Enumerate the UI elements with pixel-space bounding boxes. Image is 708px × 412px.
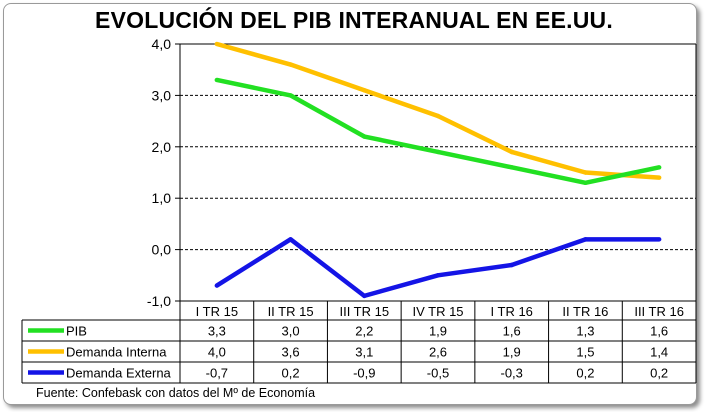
- data-value: 2,6: [429, 345, 447, 360]
- y-tick-label: -1,0: [147, 293, 171, 309]
- series-segment: [509, 149, 588, 175]
- legend-label: Demanda Externa: [66, 366, 172, 381]
- data-value: 0,2: [282, 366, 300, 381]
- x-category-label: I TR 16: [491, 304, 533, 319]
- series-segment: [435, 149, 514, 170]
- series-segment: [288, 237, 367, 299]
- data-value: 1,9: [503, 345, 521, 360]
- data-value: 2,2: [355, 324, 373, 339]
- y-tick-label: 2,0: [152, 139, 172, 155]
- x-category-label: II TR 15: [268, 304, 314, 319]
- series-segment: [288, 62, 367, 93]
- data-value: 3,0: [282, 324, 300, 339]
- data-value: -0,5: [427, 366, 449, 381]
- data-value: 1,6: [650, 324, 668, 339]
- y-tick-label: 0,0: [152, 242, 172, 258]
- legend-label: Demanda Interna: [66, 345, 167, 360]
- y-tick-label: 1,0: [152, 190, 172, 206]
- data-value: 1,6: [503, 324, 521, 339]
- data-value: 3,1: [355, 345, 373, 360]
- series-segment: [214, 77, 293, 98]
- series-segment: [362, 134, 441, 155]
- series-segment: [435, 113, 514, 155]
- data-value: -0,9: [353, 366, 375, 381]
- series-segment: [509, 165, 588, 186]
- x-category-label: III TR 15: [339, 304, 389, 319]
- legend-label: PIB: [66, 324, 87, 339]
- series-segment: [214, 237, 293, 288]
- series-segment: [362, 273, 441, 299]
- x-category-label: IV TR 15: [412, 304, 463, 319]
- data-value: -0,7: [206, 366, 228, 381]
- data-value: -0,3: [501, 366, 523, 381]
- series-segment: [288, 93, 367, 139]
- data-value: 0,2: [650, 366, 668, 381]
- x-category-label: III TR 16: [634, 304, 684, 319]
- y-tick-label: 3,0: [152, 87, 172, 103]
- x-category-label: I TR 15: [196, 304, 238, 319]
- series-segment: [435, 262, 514, 278]
- x-category-label: II TR 16: [562, 304, 608, 319]
- data-value: 1,4: [650, 345, 668, 360]
- data-value: 1,3: [576, 324, 594, 339]
- chart-title: EVOLUCIÓN DEL PIB INTERANUAL EN EE.UU.: [95, 7, 613, 33]
- series-segment: [509, 237, 588, 268]
- data-value: 3,3: [208, 324, 226, 339]
- source-note: Fuente: Confebask con datos del Mº de Ec…: [36, 386, 316, 400]
- y-tick-label: 4,0: [152, 36, 172, 52]
- data-value: 1,9: [429, 324, 447, 339]
- data-value: 3,6: [282, 345, 300, 360]
- data-value: 4,0: [208, 345, 226, 360]
- series-segment: [583, 165, 662, 186]
- series-segment: [214, 41, 293, 67]
- series-segment: [362, 88, 441, 119]
- data-value: 1,5: [576, 345, 594, 360]
- data-value: 0,2: [576, 366, 594, 381]
